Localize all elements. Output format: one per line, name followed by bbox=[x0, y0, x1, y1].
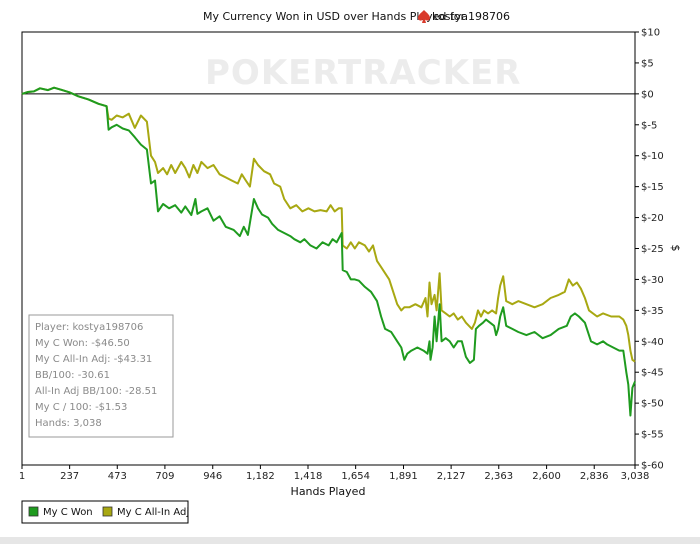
stat-allin-bb100: All-In Adj BB/100: -28.51 bbox=[35, 386, 157, 397]
watermark: POKERTRACKER bbox=[205, 53, 521, 93]
x-tick-label: 2,127 bbox=[437, 471, 466, 482]
y-tick-label: $-25 bbox=[641, 244, 664, 255]
chart-title: My Currency Won in USD over Hands Played… bbox=[203, 10, 466, 23]
legend-swatch-adj bbox=[102, 506, 113, 517]
x-tick-label: 709 bbox=[155, 471, 174, 482]
y-tick-label: $-50 bbox=[641, 399, 664, 410]
spade-shape bbox=[418, 10, 430, 23]
x-tick-label: 2,363 bbox=[484, 471, 513, 482]
y-tick-label: $-60 bbox=[641, 461, 664, 472]
series-line-won bbox=[21, 86, 636, 417]
legend-swatch-won bbox=[28, 506, 39, 517]
legend-label-won: My C Won bbox=[43, 507, 93, 518]
player-spade-icon bbox=[418, 10, 430, 23]
chart-title-player: kostya198706 bbox=[432, 10, 510, 23]
y-axis-label: $ bbox=[669, 245, 682, 252]
x-tick-label: 1,418 bbox=[294, 471, 323, 482]
legend: My C Won My C All-In Adj bbox=[21, 500, 189, 524]
y-tick-label: $5 bbox=[641, 58, 654, 69]
chart-title-group: My Currency Won in USD over Hands Played… bbox=[203, 10, 510, 23]
y-tick-label: $-55 bbox=[641, 430, 664, 441]
x-tick-label: 1,891 bbox=[389, 471, 418, 482]
x-tick-label: 946 bbox=[203, 471, 222, 482]
x-tick-label: 1 bbox=[19, 471, 25, 482]
stat-player: Player: kostya198706 bbox=[35, 322, 143, 333]
x-tick-label: 2,600 bbox=[532, 471, 561, 482]
bottom-strip bbox=[0, 537, 700, 544]
x-axis-label: Hands Played bbox=[291, 485, 366, 498]
x-tick-label: 1,182 bbox=[246, 471, 275, 482]
y-tick-label: $-10 bbox=[641, 151, 664, 162]
y-tick-label: $-45 bbox=[641, 368, 664, 379]
stat-won: My C Won: -$46.50 bbox=[35, 338, 130, 349]
axis-ticks: 1 237 473 709 946 1,182 1,418 1,654 1,891 2,127 2,… bbox=[19, 28, 664, 483]
y-tick-label: $-15 bbox=[641, 182, 664, 193]
y-tick-label: $-30 bbox=[641, 275, 664, 286]
y-tick-label: $-35 bbox=[641, 306, 664, 317]
stats-box-frame bbox=[28, 314, 174, 438]
stats-box: Player: kostya198706 My C Won: -$46.50 M… bbox=[28, 314, 174, 438]
x-tick-label: 3,038 bbox=[621, 471, 650, 482]
y-tick-label: $-40 bbox=[641, 337, 664, 348]
x-tick-label: 473 bbox=[108, 471, 127, 482]
y-tick-label: $-5 bbox=[641, 120, 657, 131]
x-tick-label: 1,654 bbox=[341, 471, 370, 482]
series-line-adj bbox=[21, 86, 636, 363]
legend-label-adj: My C All-In Adj bbox=[117, 507, 189, 518]
y-tick-label: $10 bbox=[641, 28, 660, 39]
x-tick-label: 237 bbox=[60, 471, 79, 482]
stat-allin-adj: My C All-In Adj: -$43.31 bbox=[35, 354, 152, 365]
stat-hands: Hands: 3,038 bbox=[35, 418, 102, 429]
x-tick-label: 2,836 bbox=[580, 471, 609, 482]
stat-bb100: BB/100: -30.61 bbox=[35, 370, 110, 381]
y-tick-label: $0 bbox=[641, 89, 654, 100]
series-lines bbox=[21, 86, 636, 417]
stat-c100: My C / 100: -$1.53 bbox=[35, 402, 127, 413]
y-tick-label: $-20 bbox=[641, 213, 664, 224]
